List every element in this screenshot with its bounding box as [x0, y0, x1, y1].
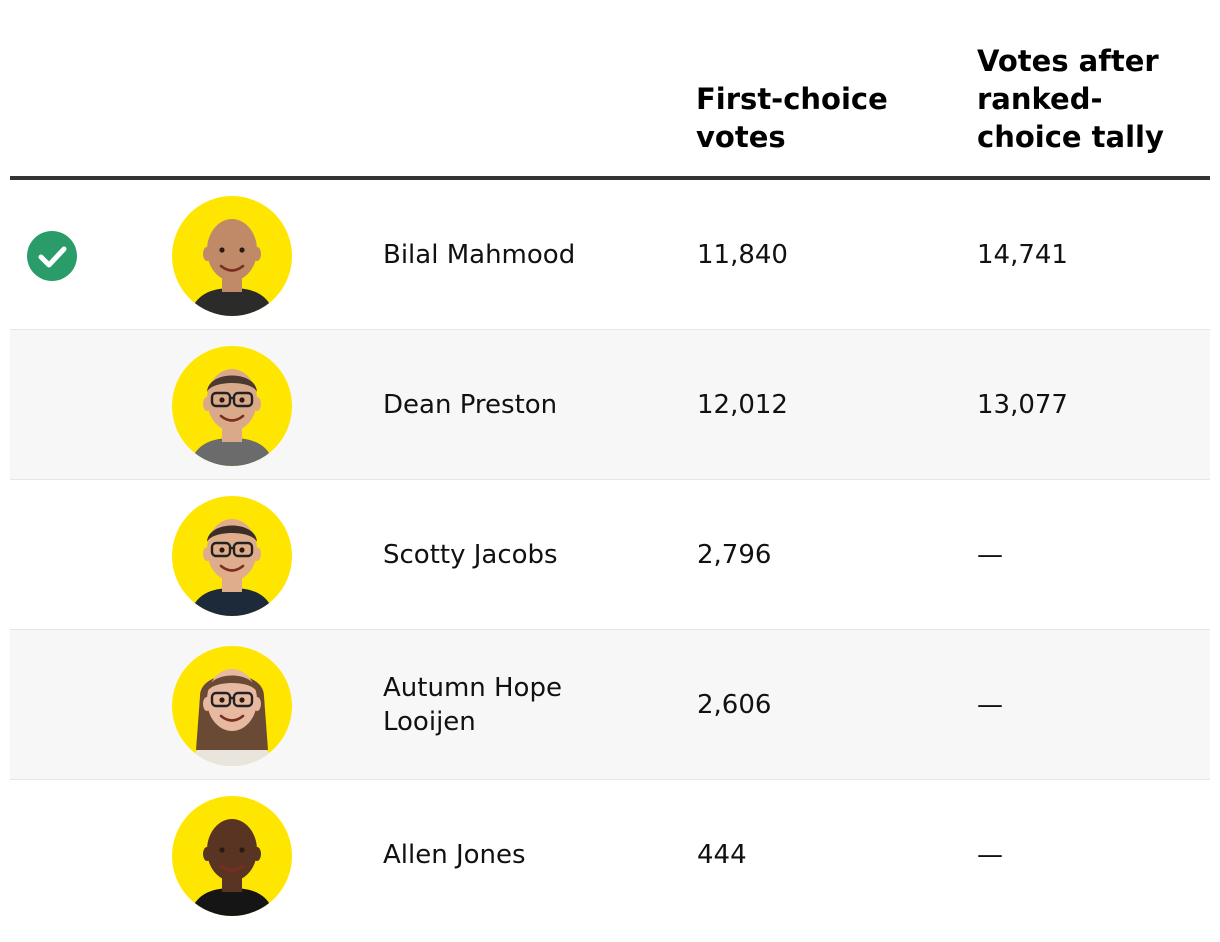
candidate-photo — [172, 646, 292, 766]
candidate-photo — [172, 346, 292, 466]
header-line: First-choice — [696, 82, 888, 116]
table-row: Allen Jones 444 — — [10, 780, 1210, 930]
candidate-name: Dean Preston — [383, 390, 558, 420]
results-table: First-choice votes Votes after ranked- c… — [10, 0, 1210, 930]
table-row: Autumn Hope Looijen 2,606 — — [10, 630, 1210, 780]
header-line: votes — [696, 120, 786, 154]
winner-check-icon — [27, 231, 77, 281]
header-line: choice tally — [977, 120, 1164, 154]
candidate-name: Allen Jones — [383, 840, 526, 870]
first-choice-votes: 12,012 — [697, 390, 788, 420]
table-row: Bilal Mahmood 11,840 14,741 — [10, 180, 1210, 330]
candidate-photo — [172, 496, 292, 616]
header-first-choice-votes: First-choice votes — [696, 80, 888, 156]
candidate-name: Autumn Hope Looijen — [383, 673, 562, 737]
votes-after-ranked-choice: — — [977, 840, 1003, 870]
votes-after-ranked-choice: 13,077 — [977, 390, 1068, 420]
header-line: ranked- — [977, 82, 1103, 116]
candidate-photo — [172, 196, 292, 316]
votes-after-ranked-choice: — — [977, 690, 1003, 720]
table-header: First-choice votes Votes after ranked- c… — [10, 0, 1210, 180]
table-row: Scotty Jacobs 2,796 — — [10, 480, 1210, 630]
first-choice-votes: 11,840 — [697, 240, 788, 270]
header-votes-after-ranked-choice: Votes after ranked- choice tally — [977, 42, 1164, 156]
first-choice-votes: 2,606 — [697, 690, 772, 720]
votes-after-ranked-choice: — — [977, 540, 1003, 570]
candidate-name: Scotty Jacobs — [383, 540, 558, 570]
candidate-name: Bilal Mahmood — [383, 240, 576, 270]
first-choice-votes: 444 — [697, 840, 747, 870]
votes-after-ranked-choice: 14,741 — [977, 240, 1068, 270]
table-row: Dean Preston 12,012 13,077 — [10, 330, 1210, 480]
table-body: Bilal Mahmood 11,840 14,741 Dean Preston 12,… — [10, 180, 1210, 930]
first-choice-votes: 2,796 — [697, 540, 772, 570]
candidate-photo — [172, 796, 292, 916]
header-line: Votes after — [977, 44, 1159, 78]
